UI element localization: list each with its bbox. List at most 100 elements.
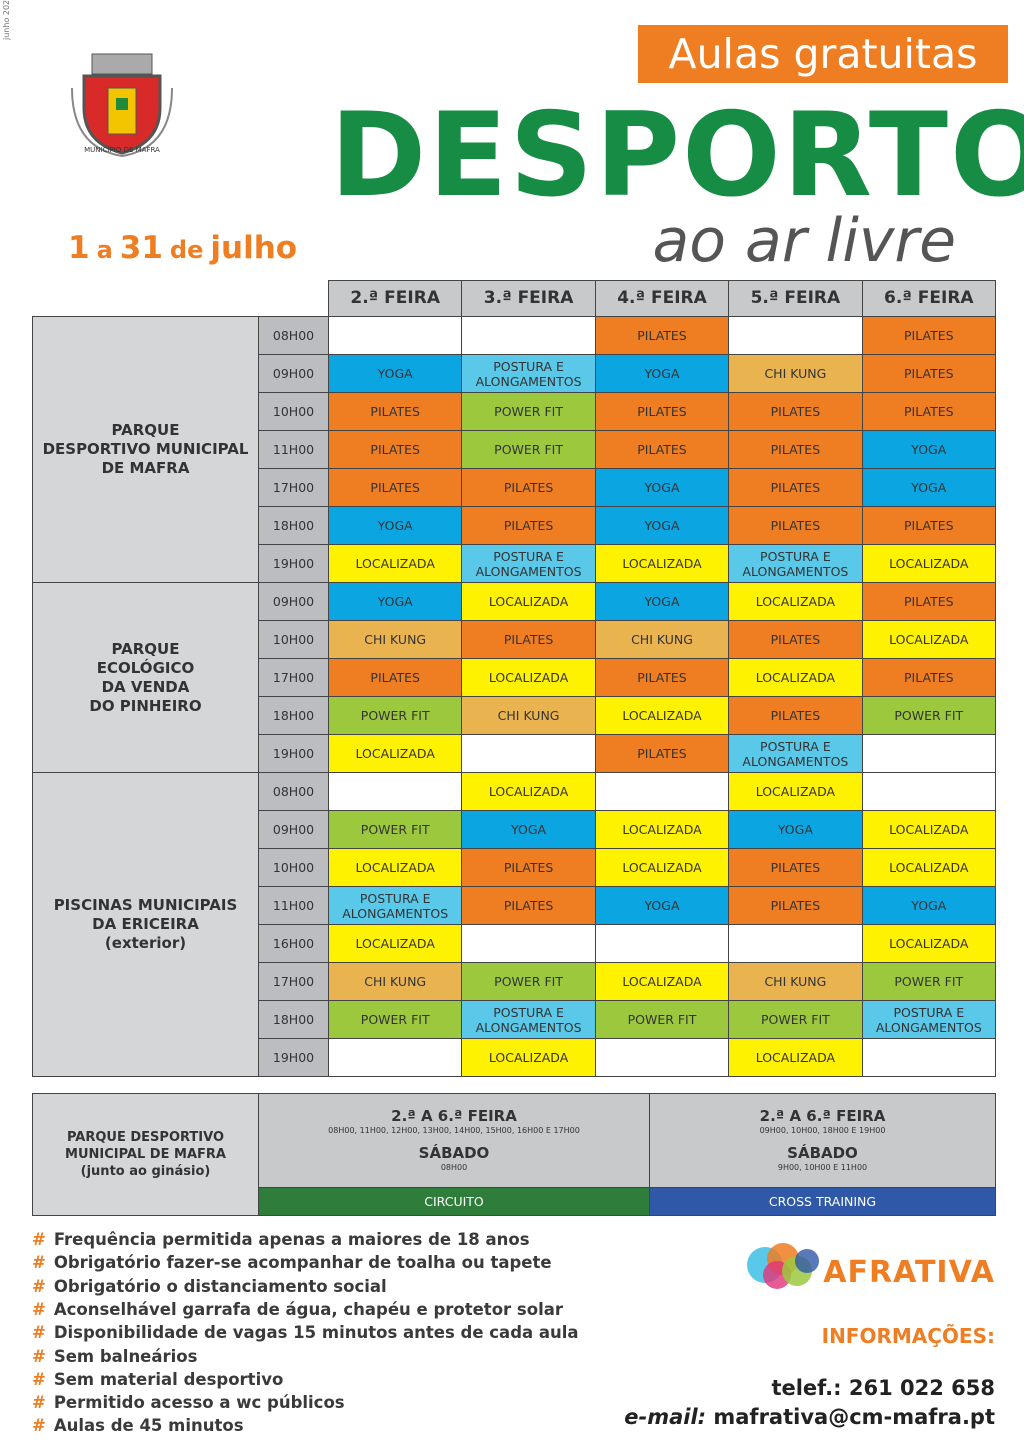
bullet: # xyxy=(32,1253,46,1273)
time: 08H00 xyxy=(258,772,329,811)
activity: LOCALIZADA xyxy=(328,924,463,963)
note-text: Disponibilidade de vagas 15 minutos ante… xyxy=(53,1323,579,1343)
activity: CHI KUNG xyxy=(328,620,463,659)
location: PISCINAS MUNICIPAIS DA ERICEIRA (exterior) xyxy=(32,772,259,1077)
activity: PILATES xyxy=(861,658,996,697)
activity: YOGA xyxy=(594,582,730,621)
activity: PILATES xyxy=(861,392,996,431)
activity: LOCALIZADA xyxy=(728,658,863,697)
time: 11H00 xyxy=(258,430,329,469)
activity: YOGA xyxy=(861,430,996,469)
activity: PILATES xyxy=(328,392,463,431)
activity: PILATES xyxy=(328,468,463,507)
note: # Obrigatório o distanciamento social xyxy=(32,1277,387,1296)
activity: LOCALIZADA xyxy=(728,1038,863,1077)
activity: PILATES xyxy=(594,734,730,773)
activity: POWER FIT xyxy=(461,392,596,431)
saturday-label: SÁBADO xyxy=(787,1144,858,1162)
location: PARQUE ECOLÓGICO DA VENDA DO PINHEIRO xyxy=(32,582,259,773)
date-part: a xyxy=(96,236,113,264)
activity: YOGA xyxy=(861,886,996,925)
day-header: 3.ª FEIRA xyxy=(461,280,596,317)
activity: PILATES xyxy=(728,430,863,469)
activity: PILATES xyxy=(728,506,863,545)
weekday-label: 2.ª A 6.ª FEIRA xyxy=(391,1107,517,1125)
note: # Disponibilidade de vagas 15 minutos ant… xyxy=(32,1323,579,1342)
time: 10H00 xyxy=(258,392,329,431)
activity: LOCALIZADA xyxy=(861,924,996,963)
date-part: 31 xyxy=(119,230,163,266)
note: # Sem material desportivo xyxy=(32,1370,283,1389)
activity: YOGA xyxy=(594,886,730,925)
empty-cell xyxy=(461,734,596,773)
brand: AFRATIVA xyxy=(823,1255,995,1290)
activity: PILATES xyxy=(461,468,596,507)
activity: POSTURA E ALONGAMENTOS xyxy=(461,544,596,583)
activity: CHI KUNG xyxy=(594,620,730,659)
date-part: 1 xyxy=(68,230,90,266)
location: PARQUE DESPORTIVO MUNICIPAL DE MAFRA xyxy=(32,316,259,583)
note-text: Frequência permitida apenas a maiores de… xyxy=(53,1230,530,1249)
saturday-times: 9H00, 10H00 E 11H00 xyxy=(777,1163,868,1172)
badge: Aulas gratuitas xyxy=(638,25,1008,83)
empty-cell xyxy=(728,924,863,963)
activity: POWER FIT xyxy=(861,962,996,1001)
location-line: (exterior) xyxy=(104,934,187,952)
phone: 261 022 658 xyxy=(848,1376,995,1400)
program-times: 2.ª A 6.ª FEIRA 09H00, 10H00, 18H00 E 19H… xyxy=(649,1093,996,1188)
note: # Permitido acesso a wc públicos xyxy=(32,1393,345,1412)
phone-label: telef.: xyxy=(771,1376,842,1400)
location-line: MUNICIPAL DE MAFRA xyxy=(65,1147,226,1162)
brand-logo xyxy=(747,1243,819,1289)
activity: PILATES xyxy=(728,886,863,925)
location-line: PISCINAS MUNICIPAIS xyxy=(53,896,238,914)
bullet: # xyxy=(32,1393,46,1413)
activity: PILATES xyxy=(461,848,596,887)
activity: PILATES xyxy=(861,354,996,393)
activity: YOGA xyxy=(328,506,463,545)
weekday-times: 08H00, 11H00, 12H00, 13H00, 14H00, 15H00… xyxy=(328,1126,580,1135)
activity: YOGA xyxy=(594,468,730,507)
activity: YOGA xyxy=(328,354,463,393)
weekday-label: 2.ª A 6.ª FEIRA xyxy=(759,1107,886,1125)
activity: LOCALIZADA xyxy=(861,848,996,887)
info-title: INFORMAÇÕES: xyxy=(821,1324,995,1348)
empty-cell xyxy=(328,1038,463,1077)
time: 19H00 xyxy=(258,1038,329,1077)
activity: PILATES xyxy=(328,430,463,469)
bullet: # xyxy=(32,1416,46,1436)
activity: LOCALIZADA xyxy=(861,620,996,659)
bullet: # xyxy=(32,1346,46,1366)
time: 09H00 xyxy=(258,810,329,849)
activity: POSTURA E ALONGAMENTOS xyxy=(861,1000,996,1039)
activity: YOGA xyxy=(861,468,996,507)
side-note: junho 2020 xyxy=(2,0,11,40)
activity: PILATES xyxy=(594,658,730,697)
activity: PILATES xyxy=(861,582,996,621)
email: mafrativa@cm-mafra.pt xyxy=(713,1405,995,1429)
activity: LOCALIZADA xyxy=(861,810,996,849)
location-line: DE MAFRA xyxy=(101,459,190,477)
time: 17H00 xyxy=(258,658,329,697)
activity: POSTURA E ALONGAMENTOS xyxy=(461,1000,596,1039)
activity: POWER FIT xyxy=(461,962,596,1001)
activity: LOCALIZADA xyxy=(461,772,596,811)
activity: POSTURA E ALONGAMENTOS xyxy=(461,354,596,393)
activity: PILATES xyxy=(861,316,996,355)
day-header: 2.ª FEIRA xyxy=(328,280,463,317)
note: # Frequência permitida apenas a maiores d… xyxy=(32,1230,530,1249)
empty-cell xyxy=(461,924,596,963)
phone-line: telef.: 261 022 658 xyxy=(771,1376,995,1400)
note: # Obrigatório fazer-se acompanhar de toal… xyxy=(32,1253,552,1272)
saturday-times: 08H00 xyxy=(440,1163,468,1172)
program-times: 2.ª A 6.ª FEIRA 08H00, 11H00, 12H00, 13H0… xyxy=(258,1093,650,1188)
empty-cell xyxy=(594,772,730,811)
note-text: Obrigatório fazer-se acompanhar de toalh… xyxy=(53,1253,552,1273)
activity: POSTURA E ALONGAMENTOS xyxy=(728,544,863,583)
activity: POWER FIT xyxy=(461,430,596,469)
activity: PILATES xyxy=(461,886,596,925)
time: 19H00 xyxy=(258,734,329,773)
time: 18H00 xyxy=(258,506,329,545)
saturday-label: SÁBADO xyxy=(418,1144,490,1162)
location-line: PARQUE xyxy=(111,421,180,439)
